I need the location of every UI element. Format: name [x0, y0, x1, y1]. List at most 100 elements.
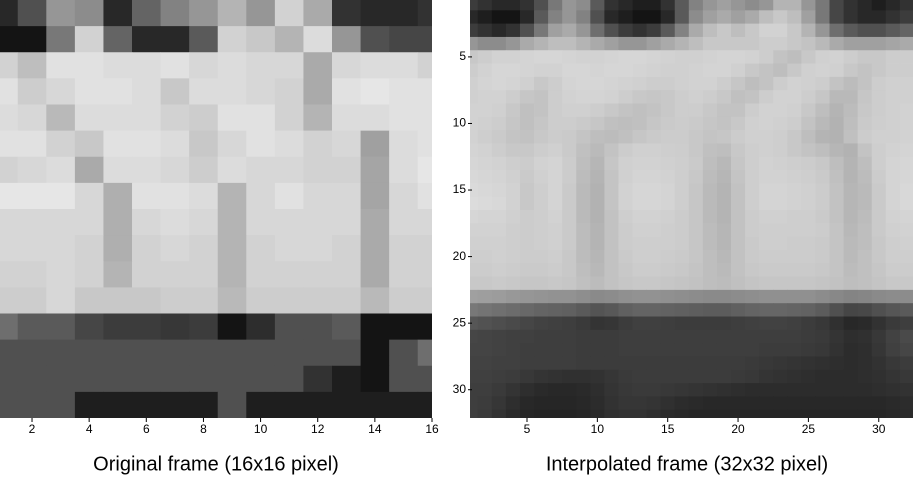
pixel	[801, 170, 816, 184]
pixel	[773, 130, 788, 144]
pixel	[702, 183, 718, 198]
pixel	[632, 289, 647, 304]
pixel	[417, 313, 432, 341]
pixel	[132, 235, 161, 262]
pixel	[716, 356, 732, 371]
pixel	[674, 23, 690, 38]
pixel	[46, 209, 76, 236]
pixel	[470, 10, 479, 25]
pixel	[688, 103, 704, 118]
pixel	[246, 78, 276, 105]
pixel	[885, 170, 901, 184]
pixel	[332, 391, 361, 418]
pixel	[632, 236, 647, 251]
pixel	[829, 130, 844, 144]
pixel	[815, 156, 830, 171]
pixel	[103, 209, 133, 236]
pixel	[815, 289, 830, 304]
pixel	[604, 343, 619, 357]
pixel	[491, 36, 507, 51]
pixel	[716, 23, 732, 38]
pixel	[132, 313, 161, 341]
pixel	[646, 276, 662, 291]
pixel	[646, 23, 662, 38]
pixel	[590, 63, 605, 78]
pixel	[787, 223, 802, 238]
pixel	[787, 76, 802, 91]
x-tick-label: 20	[731, 422, 745, 436]
pixel	[660, 90, 676, 104]
pixel	[773, 263, 788, 277]
pixel	[132, 78, 161, 105]
pixel	[731, 90, 746, 104]
pixel	[303, 26, 333, 53]
pixel	[491, 210, 507, 224]
pixel	[674, 409, 690, 418]
pixel	[871, 236, 887, 251]
pixel	[759, 183, 774, 198]
pixel	[857, 23, 873, 38]
pixel	[618, 303, 633, 317]
pixel	[562, 409, 577, 418]
pixel	[801, 249, 816, 264]
pixel	[702, 356, 718, 371]
pixel	[360, 104, 390, 132]
pixel	[576, 236, 591, 251]
pixel	[534, 103, 549, 118]
pixel	[871, 316, 887, 331]
pixel	[389, 339, 419, 367]
pixel	[519, 276, 535, 291]
pixel	[46, 78, 76, 105]
pixel	[731, 36, 746, 51]
pixel	[731, 316, 746, 331]
pixel	[505, 249, 521, 264]
pixel	[303, 182, 333, 210]
pixel	[491, 236, 507, 251]
pixel	[548, 90, 563, 104]
pixel	[17, 287, 47, 314]
pixel	[470, 103, 479, 118]
pixel	[519, 90, 535, 104]
pixel	[815, 0, 830, 11]
pixel	[417, 78, 432, 105]
pixel	[618, 63, 633, 78]
pixel	[632, 396, 647, 411]
pixel	[534, 356, 549, 371]
pixel	[885, 263, 901, 277]
pixel	[787, 369, 802, 384]
pixel	[491, 143, 507, 158]
pixel	[519, 369, 535, 384]
pixel	[801, 236, 816, 251]
pixel	[274, 104, 304, 132]
pixel	[618, 263, 633, 277]
pixel	[702, 196, 718, 211]
pixel	[618, 276, 633, 291]
pixel	[189, 78, 219, 105]
pixel	[759, 63, 774, 78]
pixel	[519, 196, 535, 211]
pixel	[885, 356, 901, 371]
pixel	[716, 223, 732, 238]
pixel	[773, 329, 788, 344]
pixel	[843, 249, 859, 264]
pixel	[857, 170, 873, 184]
pixel	[787, 143, 802, 158]
pixel	[660, 223, 676, 238]
pixel	[519, 210, 535, 224]
pixel	[246, 287, 276, 314]
pixel	[702, 263, 718, 277]
pixel	[702, 76, 718, 91]
pixel	[246, 0, 276, 27]
pixel	[217, 52, 247, 79]
pixel	[417, 261, 432, 288]
pixel	[660, 383, 676, 397]
pixel	[389, 130, 419, 158]
pixel	[389, 287, 419, 314]
pixel	[632, 90, 647, 104]
pixel	[103, 365, 133, 393]
pixel	[576, 316, 591, 331]
pixel	[871, 383, 887, 397]
pixel	[745, 196, 760, 211]
pixel	[505, 196, 521, 211]
pixel	[618, 10, 633, 25]
